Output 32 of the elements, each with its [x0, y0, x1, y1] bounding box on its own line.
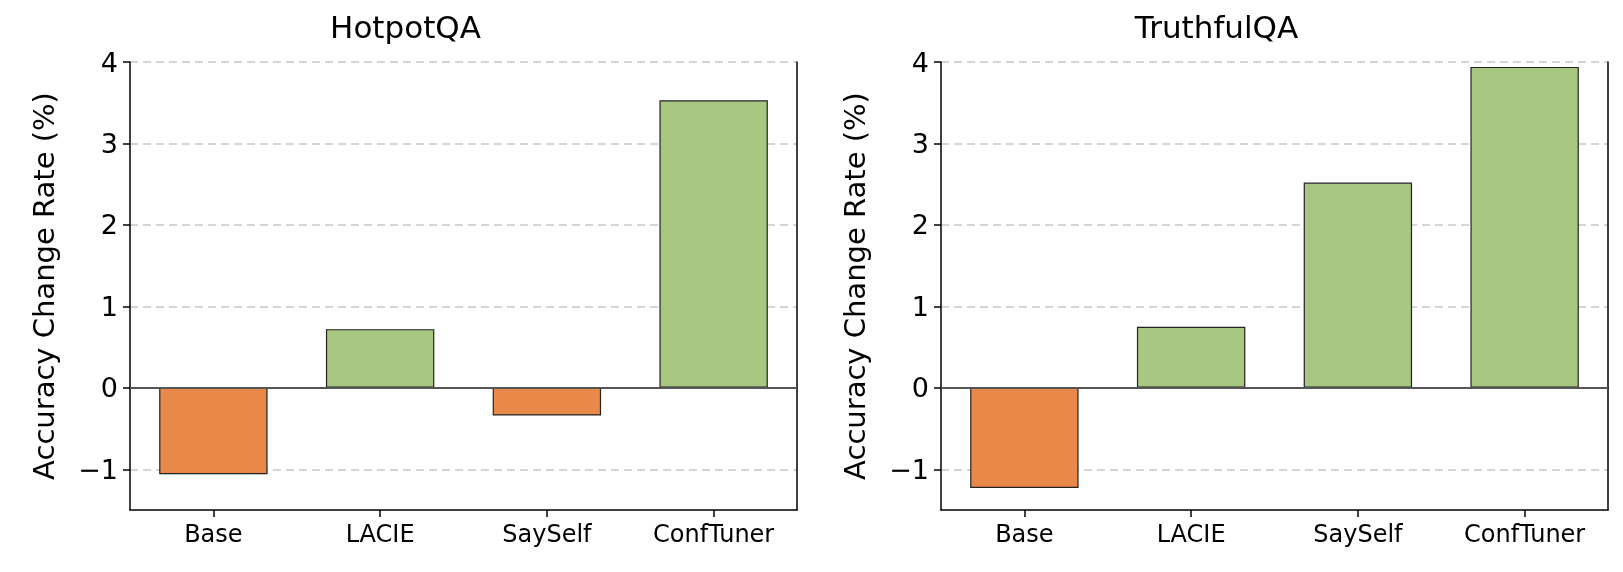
- y-tick-label: 3: [100, 127, 118, 159]
- y-tick-label: −1: [889, 453, 929, 485]
- bar: [325, 329, 435, 388]
- x-tick-label: Base: [995, 520, 1054, 548]
- bar: [1470, 66, 1579, 388]
- x-tick-label: LACIE: [1156, 520, 1226, 548]
- y-axis-title: Accuracy Change Rate (%): [26, 92, 61, 480]
- chart-title: HotpotQA: [330, 8, 481, 45]
- y-tick-label: 2: [100, 209, 118, 241]
- y-tick-label: 4: [911, 46, 929, 78]
- bar: [659, 100, 768, 388]
- bar: [492, 387, 602, 416]
- bar: [970, 387, 1079, 489]
- y-tick-label: 0: [100, 372, 118, 404]
- y-tick-label: −1: [78, 453, 118, 485]
- bar: [1303, 182, 1413, 388]
- y-tick-label: 2: [911, 209, 929, 241]
- bar: [1136, 326, 1246, 388]
- chart-title: TruthfulQA: [1133, 8, 1299, 45]
- y-tick-label: 1: [911, 290, 929, 322]
- bar: [159, 387, 268, 475]
- x-tick-label: SaySelf: [502, 520, 593, 548]
- y-tick-label: 1: [100, 290, 118, 322]
- y-tick-label: 0: [911, 372, 929, 404]
- x-tick-label: Base: [184, 520, 243, 548]
- y-axis-title: Accuracy Change Rate (%): [837, 92, 872, 480]
- x-tick-label: ConfTuner: [1464, 520, 1586, 548]
- x-tick-label: LACIE: [345, 520, 415, 548]
- x-tick-label: SaySelf: [1313, 520, 1404, 548]
- y-tick-label: 3: [911, 127, 929, 159]
- y-tick-label: 4: [100, 46, 118, 78]
- x-tick-label: ConfTuner: [653, 520, 775, 548]
